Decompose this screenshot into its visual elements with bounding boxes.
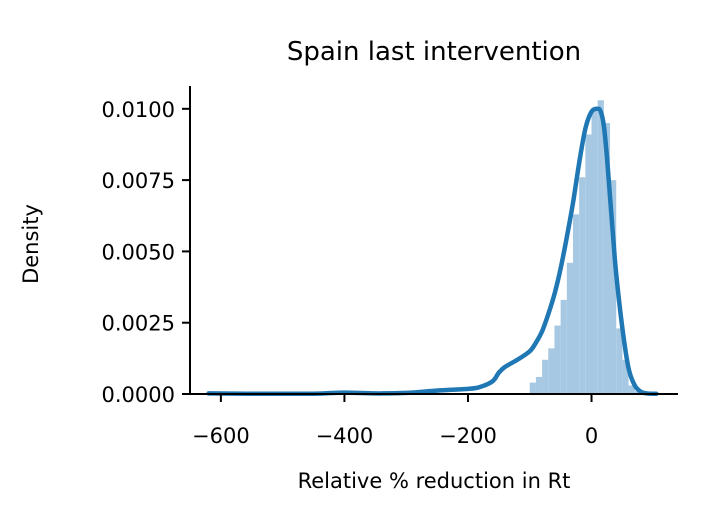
- histogram-bar: [560, 299, 567, 394]
- y-tick-label: 0.0025: [102, 312, 175, 336]
- histogram-bar: [634, 391, 641, 394]
- kde-line: [206, 106, 659, 397]
- y-axis-label: Density: [19, 204, 43, 284]
- histogram-bar: [616, 328, 623, 394]
- histogram-bar: [622, 359, 629, 394]
- histogram-bar: [535, 376, 543, 394]
- x-tick-label: 0: [585, 424, 598, 448]
- x-tick-label: −400: [316, 424, 374, 448]
- y-tick-label: 0.0050: [102, 240, 175, 264]
- chart-title: Spain last intervention: [287, 37, 581, 67]
- histogram-bars: [529, 100, 641, 395]
- x-tick-label: −600: [192, 424, 250, 448]
- histogram-bar: [628, 385, 635, 394]
- histogram-bar: [566, 262, 573, 394]
- y-tick-label: 0.0075: [102, 169, 175, 193]
- x-axis-label: Relative % reduction in Rt: [298, 469, 571, 493]
- histogram-bar: [597, 100, 604, 394]
- histogram-bar: [529, 382, 536, 394]
- histogram-bar: [548, 348, 555, 394]
- histogram-bar: [610, 180, 617, 394]
- histogram-bar: [603, 123, 611, 395]
- histogram-bar: [591, 108, 598, 394]
- histogram-bar: [572, 214, 580, 394]
- x-tick-label: −200: [439, 424, 497, 448]
- histogram-bar: [542, 359, 549, 394]
- x-ticks: −600 −400 −200 0: [192, 394, 598, 448]
- y-tick-label: 0.0000: [102, 383, 175, 407]
- y-ticks: 0.0000 0.0025 0.0050 0.0075 0.0100: [102, 98, 190, 407]
- histogram-bar: [585, 134, 592, 394]
- histogram-bar: [579, 177, 586, 394]
- y-tick-label: 0.0100: [102, 98, 175, 122]
- histogram-bar: [554, 325, 561, 394]
